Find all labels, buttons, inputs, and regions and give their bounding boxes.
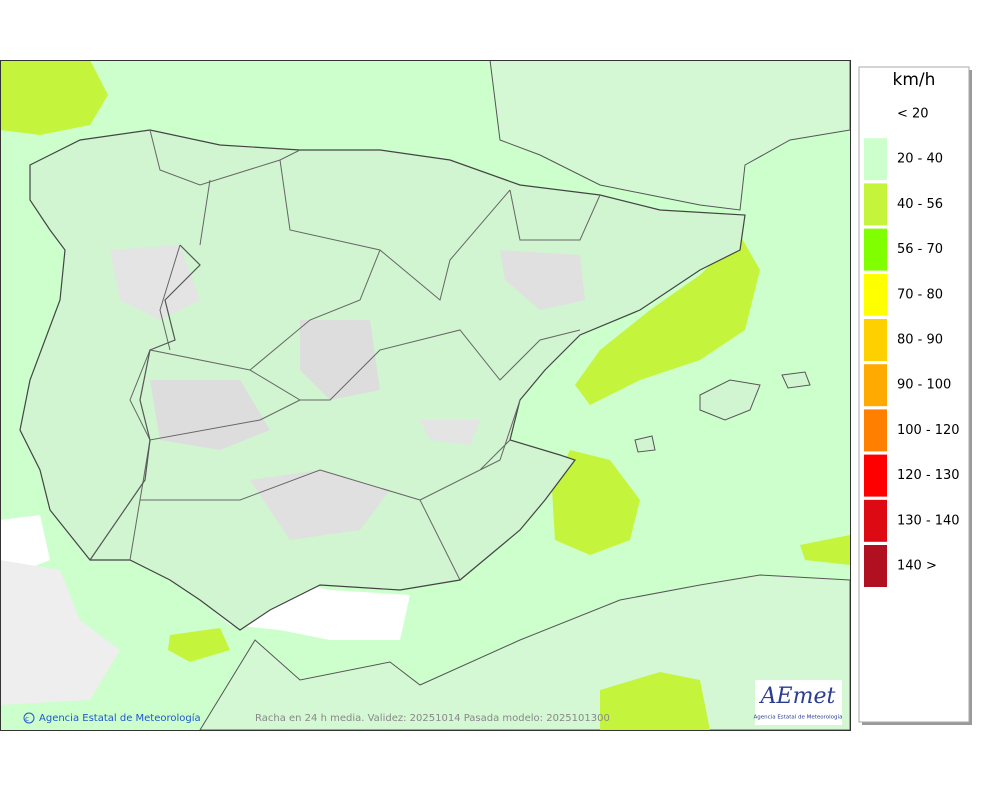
credit: Agencia Estatal de Meteorología xyxy=(39,712,201,724)
logo-box xyxy=(755,680,842,725)
copyright-icon xyxy=(23,712,35,724)
gust-area xyxy=(0,60,108,135)
land xyxy=(781,371,811,389)
legend-title: km/h xyxy=(893,70,936,90)
gust-area xyxy=(575,235,760,405)
legend-swatch xyxy=(864,138,887,181)
gust-area xyxy=(600,672,710,730)
land xyxy=(699,379,761,421)
calm-area xyxy=(150,380,270,450)
legend-swatch xyxy=(864,319,887,361)
legend-label: 120 - 130 xyxy=(897,468,960,483)
legend-label: 100 - 120 xyxy=(897,423,960,438)
map-frame xyxy=(0,60,851,731)
legend-label: 140 > xyxy=(897,559,937,574)
legend-swatch xyxy=(864,273,887,316)
logo-subtitle: Agencia Estatal de Meteorología xyxy=(754,714,843,721)
legend-swatch xyxy=(864,454,887,497)
legend-label: 40 - 56 xyxy=(897,197,943,212)
legend-items: < 20 20 - 40 40 - 56 56 - 70 70 - 80 80 - 90 9… xyxy=(864,93,960,587)
logo-text: AEmet xyxy=(759,684,836,709)
land xyxy=(489,60,850,211)
border xyxy=(129,129,601,581)
legend-swatch xyxy=(864,499,887,542)
gust-area xyxy=(800,535,850,565)
legend-label: 90 - 100 xyxy=(897,378,951,393)
legend-label: < 20 xyxy=(897,107,929,122)
land xyxy=(634,435,656,453)
legend-swatch xyxy=(864,545,887,587)
copyright-c: c xyxy=(25,715,29,723)
calm-area xyxy=(110,245,200,320)
legend-swatch xyxy=(864,183,887,226)
border xyxy=(89,244,201,561)
legend-label: 70 - 80 xyxy=(897,287,943,302)
gust-area xyxy=(168,628,230,662)
caption: Racha en 24 h media. Validez: 20251014 P… xyxy=(255,713,610,724)
legend-label: 20 - 40 xyxy=(897,152,943,167)
calm-area xyxy=(500,250,585,310)
map xyxy=(0,60,850,730)
calm-area xyxy=(0,560,120,705)
legend-swatch xyxy=(864,364,887,407)
legend-label: 130 - 140 xyxy=(897,513,960,528)
legend-label: 80 - 90 xyxy=(897,333,943,348)
gust-area xyxy=(552,450,640,555)
legend-swatch xyxy=(864,228,887,271)
calm-area xyxy=(300,320,380,400)
calm-area xyxy=(420,420,480,445)
calm-area xyxy=(250,470,390,540)
legend-swatch xyxy=(864,409,887,452)
legend-swatch xyxy=(864,93,887,135)
legend-label: 56 - 70 xyxy=(897,242,943,257)
